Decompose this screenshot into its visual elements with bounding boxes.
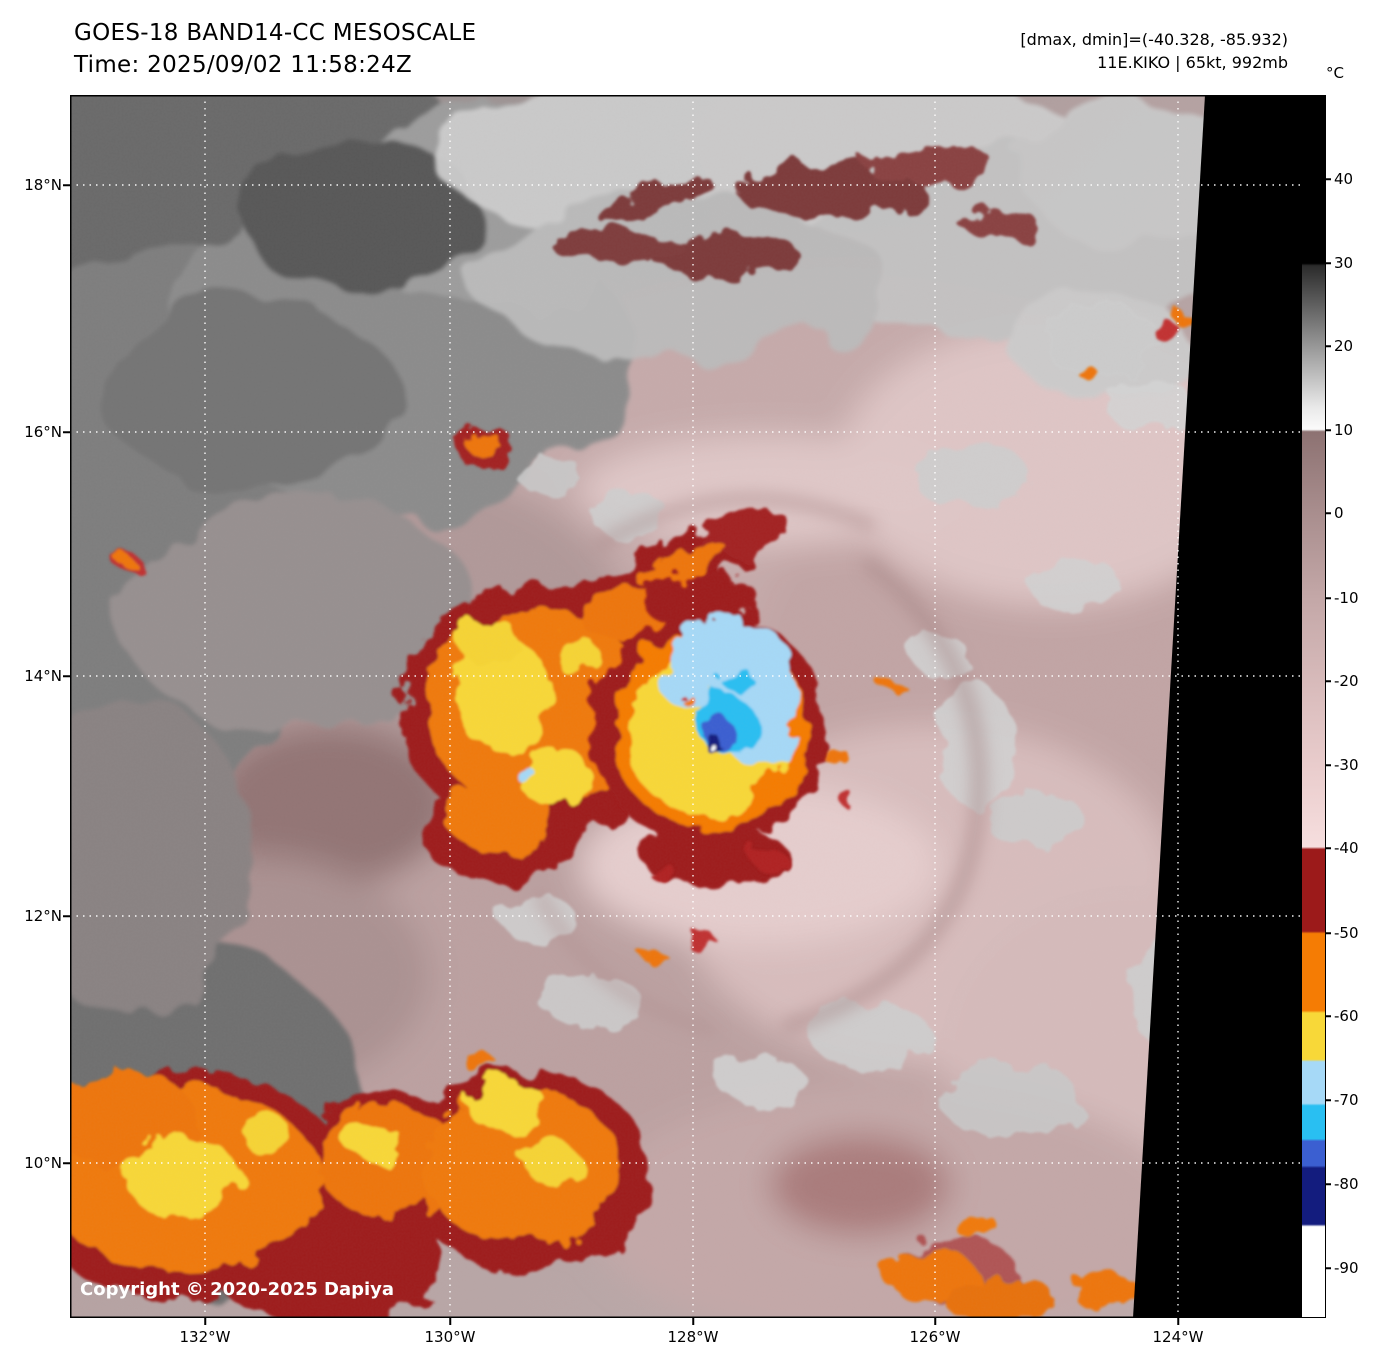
dmax-dmin-readout: [dmax, dmin]=(-40.328, -85.932) <box>1020 30 1288 49</box>
lon-label-124w: 124°W <box>1146 1326 1210 1348</box>
map-plot: Copyright © 2020-2025 Dapiya <box>70 95 1302 1318</box>
colorbar-tick-n70: -70 <box>1334 1091 1359 1109</box>
figure-time: Time: 2025/09/02 11:58:24Z <box>74 52 413 78</box>
grain-overlay <box>70 95 1302 1318</box>
satellite-image <box>70 95 1302 1318</box>
colorbar-tick-n20: -20 <box>1334 672 1359 690</box>
colorbar-tick-n60: -60 <box>1334 1007 1359 1025</box>
lat-label-14n: 14°N <box>0 665 62 687</box>
lon-label-128w: 128°W <box>661 1326 725 1348</box>
colorbar-tick-n40: -40 <box>1334 839 1359 857</box>
colorbar-unit: °C <box>1326 64 1344 82</box>
storm-info: 11E.KIKO | 65kt, 992mb <box>1097 53 1288 72</box>
scan-edge-black-region <box>1133 95 1302 1318</box>
colorbar-tick-30: 30 <box>1334 254 1354 272</box>
colorbar-tick-n30: -30 <box>1334 756 1359 774</box>
colorbar <box>1301 95 1326 1318</box>
lat-label-12n: 12°N <box>0 905 62 927</box>
colorbar-tick-10: 10 <box>1334 421 1354 439</box>
colorbar-tick-n80: -80 <box>1334 1175 1359 1193</box>
lat-label-10n: 10°N <box>0 1152 62 1174</box>
lon-label-132w: 132°W <box>173 1326 237 1348</box>
grid-lines <box>70 95 1302 1318</box>
lat-label-18n: 18°N <box>0 174 62 196</box>
lon-label-130w: 130°W <box>418 1326 482 1348</box>
colorbar-tick-0: 0 <box>1334 504 1344 522</box>
colorbar-tick-40: 40 <box>1334 170 1354 188</box>
lon-label-126w: 126°W <box>903 1326 967 1348</box>
lat-label-16n: 16°N <box>0 421 62 443</box>
colorbar-tick-n10: -10 <box>1334 589 1359 607</box>
colorbar-tick-n90: -90 <box>1334 1259 1359 1277</box>
figure-title: GOES-18 BAND14-CC MESOSCALE <box>74 20 477 46</box>
colorbar-tick-20: 20 <box>1334 337 1354 355</box>
colorbar-tick-n50: -50 <box>1334 924 1359 942</box>
copyright-text: Copyright © 2020-2025 Dapiya <box>80 1279 395 1300</box>
